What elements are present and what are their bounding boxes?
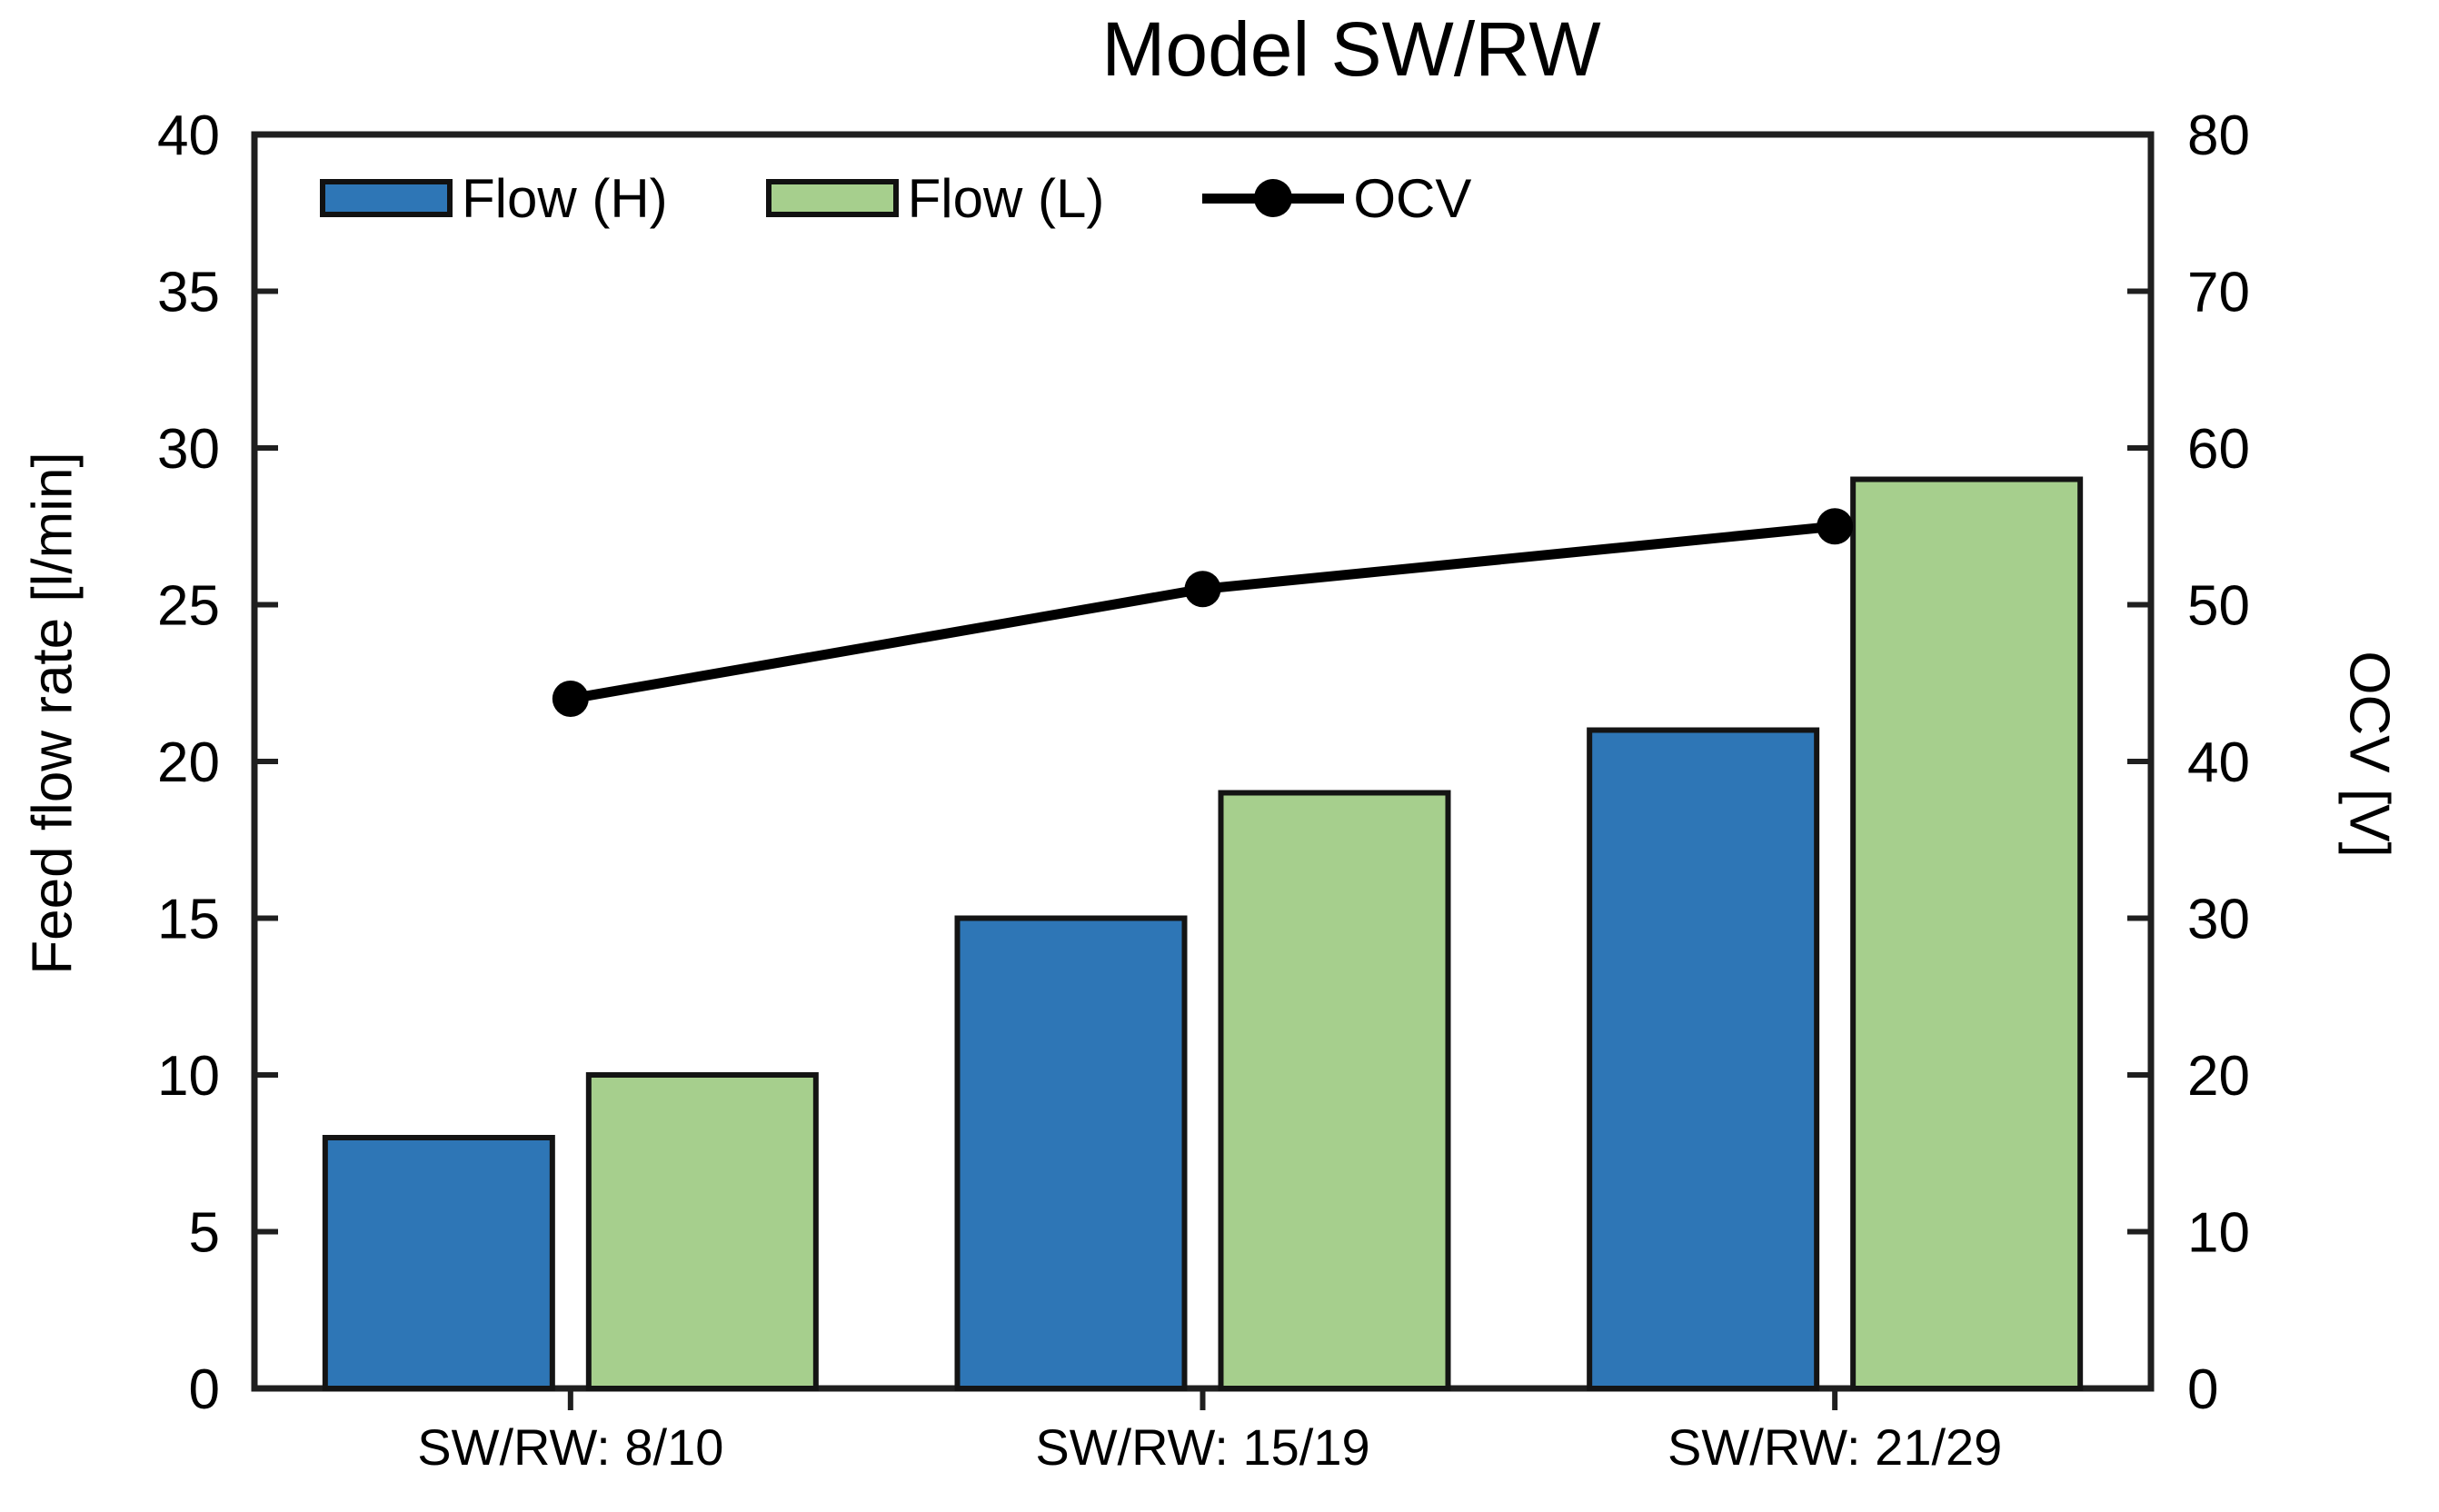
x-axis-category-label: SW/RW: 21/29 (1667, 1418, 2002, 1476)
right-axis-tick-label: 60 (2187, 418, 2250, 481)
left-axis-tick-label: 40 (157, 104, 220, 167)
chart-title: Model SW/RW (1101, 6, 1601, 92)
ocv-marker-cat1 (552, 681, 589, 717)
right-axis-tick-label: 80 (2187, 104, 2250, 167)
right-axis-tick-label: 40 (2187, 731, 2250, 794)
left-axis-tick-label: 25 (157, 575, 220, 638)
x-axis-category-label: SW/RW: 15/19 (1035, 1418, 1369, 1476)
legend-label-flow-h: Flow (H) (462, 167, 668, 229)
right-axis-tick-label: 70 (2187, 262, 2250, 324)
right-axis-tick-label: 30 (2187, 889, 2250, 951)
right-axis-tick-label: 10 (2187, 1202, 2250, 1265)
left-axis-tick-label: 15 (157, 889, 220, 951)
legend-item-flow-h: Flow (H) (320, 167, 668, 230)
ocv-marker-cat2 (1184, 571, 1221, 608)
bar-flow-l--cat1 (585, 1072, 819, 1391)
legend-item-flow-l: Flow (L) (765, 167, 1105, 230)
left-axis-tick-label: 10 (157, 1045, 220, 1108)
bar-flow-l--cat2 (1218, 790, 1451, 1391)
right-axis-tick-label: 20 (2187, 1045, 2250, 1108)
right-axis-tick-label: 0 (2187, 1358, 2218, 1421)
left-axis-tick-label: 0 (189, 1358, 220, 1421)
x-axis-category-label: SW/RW: 8/10 (417, 1418, 723, 1476)
flow-l-swatch (765, 179, 899, 217)
bar-flow-h--cat3 (1587, 727, 1820, 1391)
legend-label-flow-l: Flow (L) (907, 167, 1105, 229)
legend-label-ocv: OCV (1353, 167, 1472, 229)
legend: Flow (H) Flow (L) OCV (320, 168, 1471, 229)
left-axis-tick-label: 5 (189, 1202, 220, 1265)
legend-item-ocv: OCV (1202, 167, 1471, 230)
ocv-line-marker-icon (1202, 179, 1345, 217)
bar-flow-h--cat1 (322, 1135, 555, 1391)
right-axis-tick-label: 50 (2187, 575, 2250, 638)
ocv-line (565, 521, 1840, 704)
flow-h-swatch (320, 179, 453, 217)
bar-flow-l--cat3 (1850, 476, 2084, 1391)
left-axis-tick-label: 30 (157, 418, 220, 481)
left-axis-tick-label: 35 (157, 262, 220, 324)
ocv-marker-cat3 (1817, 508, 1854, 545)
bar-flow-h--cat2 (954, 915, 1188, 1391)
left-axis-tick-label: 20 (157, 731, 220, 794)
